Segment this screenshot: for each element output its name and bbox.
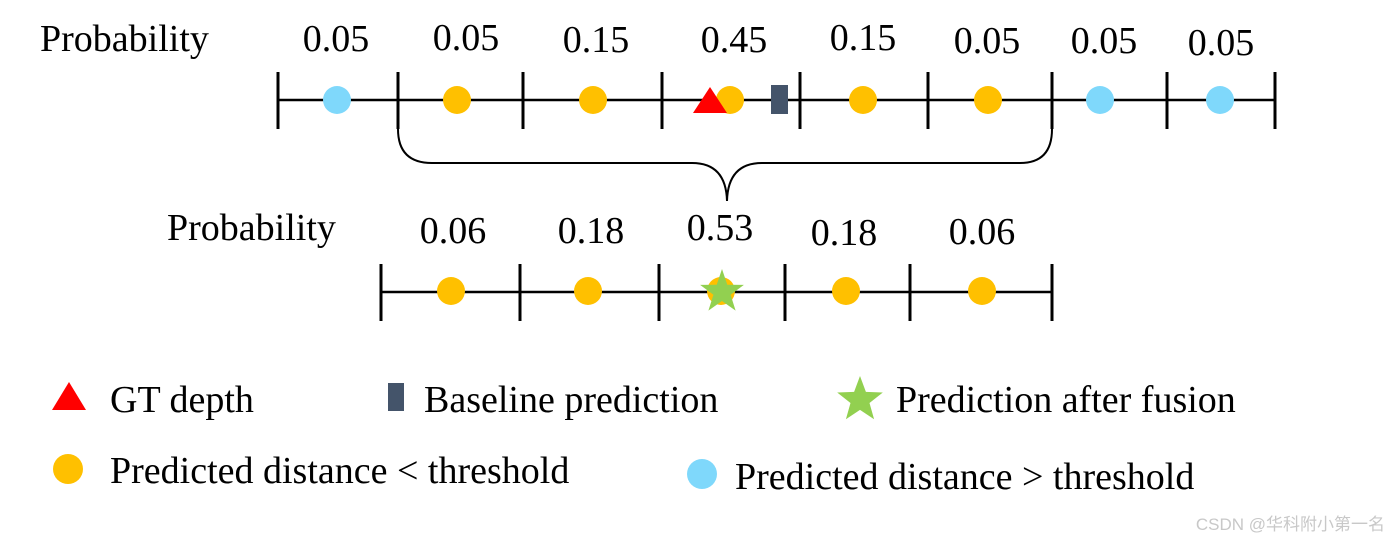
top-dot-7 <box>1086 86 1114 114</box>
legend-above-threshold-icon <box>687 459 717 489</box>
top-prob-2: 0.05 <box>433 17 500 59</box>
top-dot-2 <box>443 86 471 114</box>
baseline-prediction-marker <box>771 85 788 114</box>
bottom-dot-2 <box>574 277 602 305</box>
fusion-brace <box>397 128 1053 202</box>
top-prob-6: 0.05 <box>954 20 1021 62</box>
bottom-probability-label: Probability <box>167 207 336 249</box>
bottom-prob-values: 0.06 0.18 0.53 0.18 0.06 <box>420 207 1016 254</box>
bottom-dot-1 <box>437 277 465 305</box>
bottom-row: Probability 0.06 0.18 0.53 0.18 0.06 <box>167 207 1054 321</box>
top-probability-label: Probability <box>40 18 209 60</box>
bottom-prob-4: 0.18 <box>811 212 878 254</box>
top-dots <box>323 86 1234 114</box>
top-prob-8: 0.05 <box>1188 22 1255 64</box>
bottom-dot-4 <box>832 277 860 305</box>
top-dot-6 <box>974 86 1002 114</box>
top-prob-values: 0.05 0.05 0.15 0.45 0.15 0.05 0.05 0.05 <box>303 17 1255 64</box>
top-dot-1 <box>323 86 351 114</box>
top-dot-5 <box>849 86 877 114</box>
bottom-prob-5: 0.06 <box>949 211 1016 253</box>
legend-below-threshold-label: Predicted distance < threshold <box>110 450 569 492</box>
legend-below-threshold-icon <box>53 454 83 484</box>
legend-fusion-label: Prediction after fusion <box>896 379 1236 421</box>
legend-baseline-label: Baseline prediction <box>424 379 718 421</box>
bottom-prob-2: 0.18 <box>558 210 625 252</box>
legend-above-threshold-label: Predicted distance > threshold <box>735 456 1194 498</box>
bottom-prob-1: 0.06 <box>420 210 487 252</box>
bottom-tick-marks <box>379 264 1054 321</box>
legend-gt-depth-label: GT depth <box>110 379 254 421</box>
top-row: Probability 0.05 0.05 0.15 0.45 0.15 0.0… <box>40 17 1277 129</box>
top-prob-1: 0.05 <box>303 18 370 60</box>
top-prob-4: 0.45 <box>701 19 768 61</box>
legend-baseline-icon <box>388 383 404 411</box>
top-tick-marks <box>276 72 1277 129</box>
gt-depth-marker <box>693 87 727 113</box>
bottom-dot-5 <box>968 277 996 305</box>
legend-fusion-icon <box>837 376 883 420</box>
fusion-prediction-star <box>700 269 744 311</box>
top-prob-5: 0.15 <box>830 17 897 59</box>
bottom-prob-3: 0.53 <box>687 207 754 249</box>
watermark: CSDN @华科附小第一名 <box>1196 515 1385 534</box>
top-dot-3 <box>579 86 607 114</box>
top-prob-7: 0.05 <box>1071 20 1138 62</box>
legend: GT depth Baseline prediction Prediction … <box>52 376 1236 498</box>
top-prob-3: 0.15 <box>563 19 630 61</box>
legend-gt-depth-icon <box>52 382 86 410</box>
top-dot-8 <box>1206 86 1234 114</box>
